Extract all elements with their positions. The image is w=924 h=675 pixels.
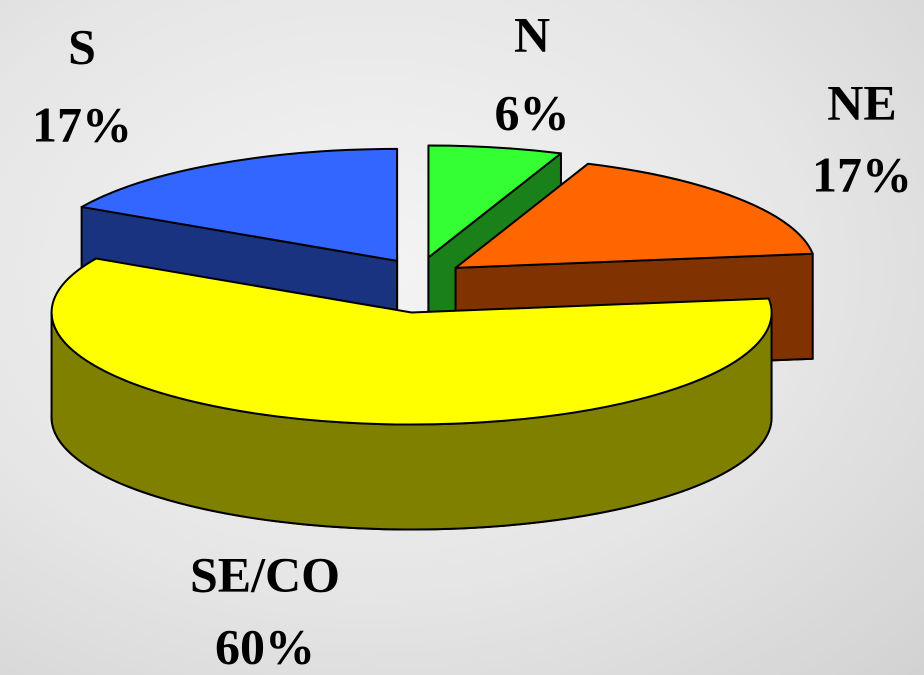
slice-label: N (514, 6, 550, 62)
slice-value-label: 17% (812, 146, 912, 202)
slice (454, 162, 814, 269)
slice-value-label: 17% (32, 96, 132, 152)
slice-value-label: 60% (215, 618, 315, 674)
pie (50, 144, 814, 531)
slice-label: NE (827, 74, 896, 130)
slice (427, 144, 562, 259)
slice-value-label: 6% (495, 84, 570, 140)
slice-label: SE/CO (190, 546, 340, 602)
slice (50, 257, 773, 426)
slice (80, 147, 399, 262)
slice-label: S (68, 18, 96, 74)
